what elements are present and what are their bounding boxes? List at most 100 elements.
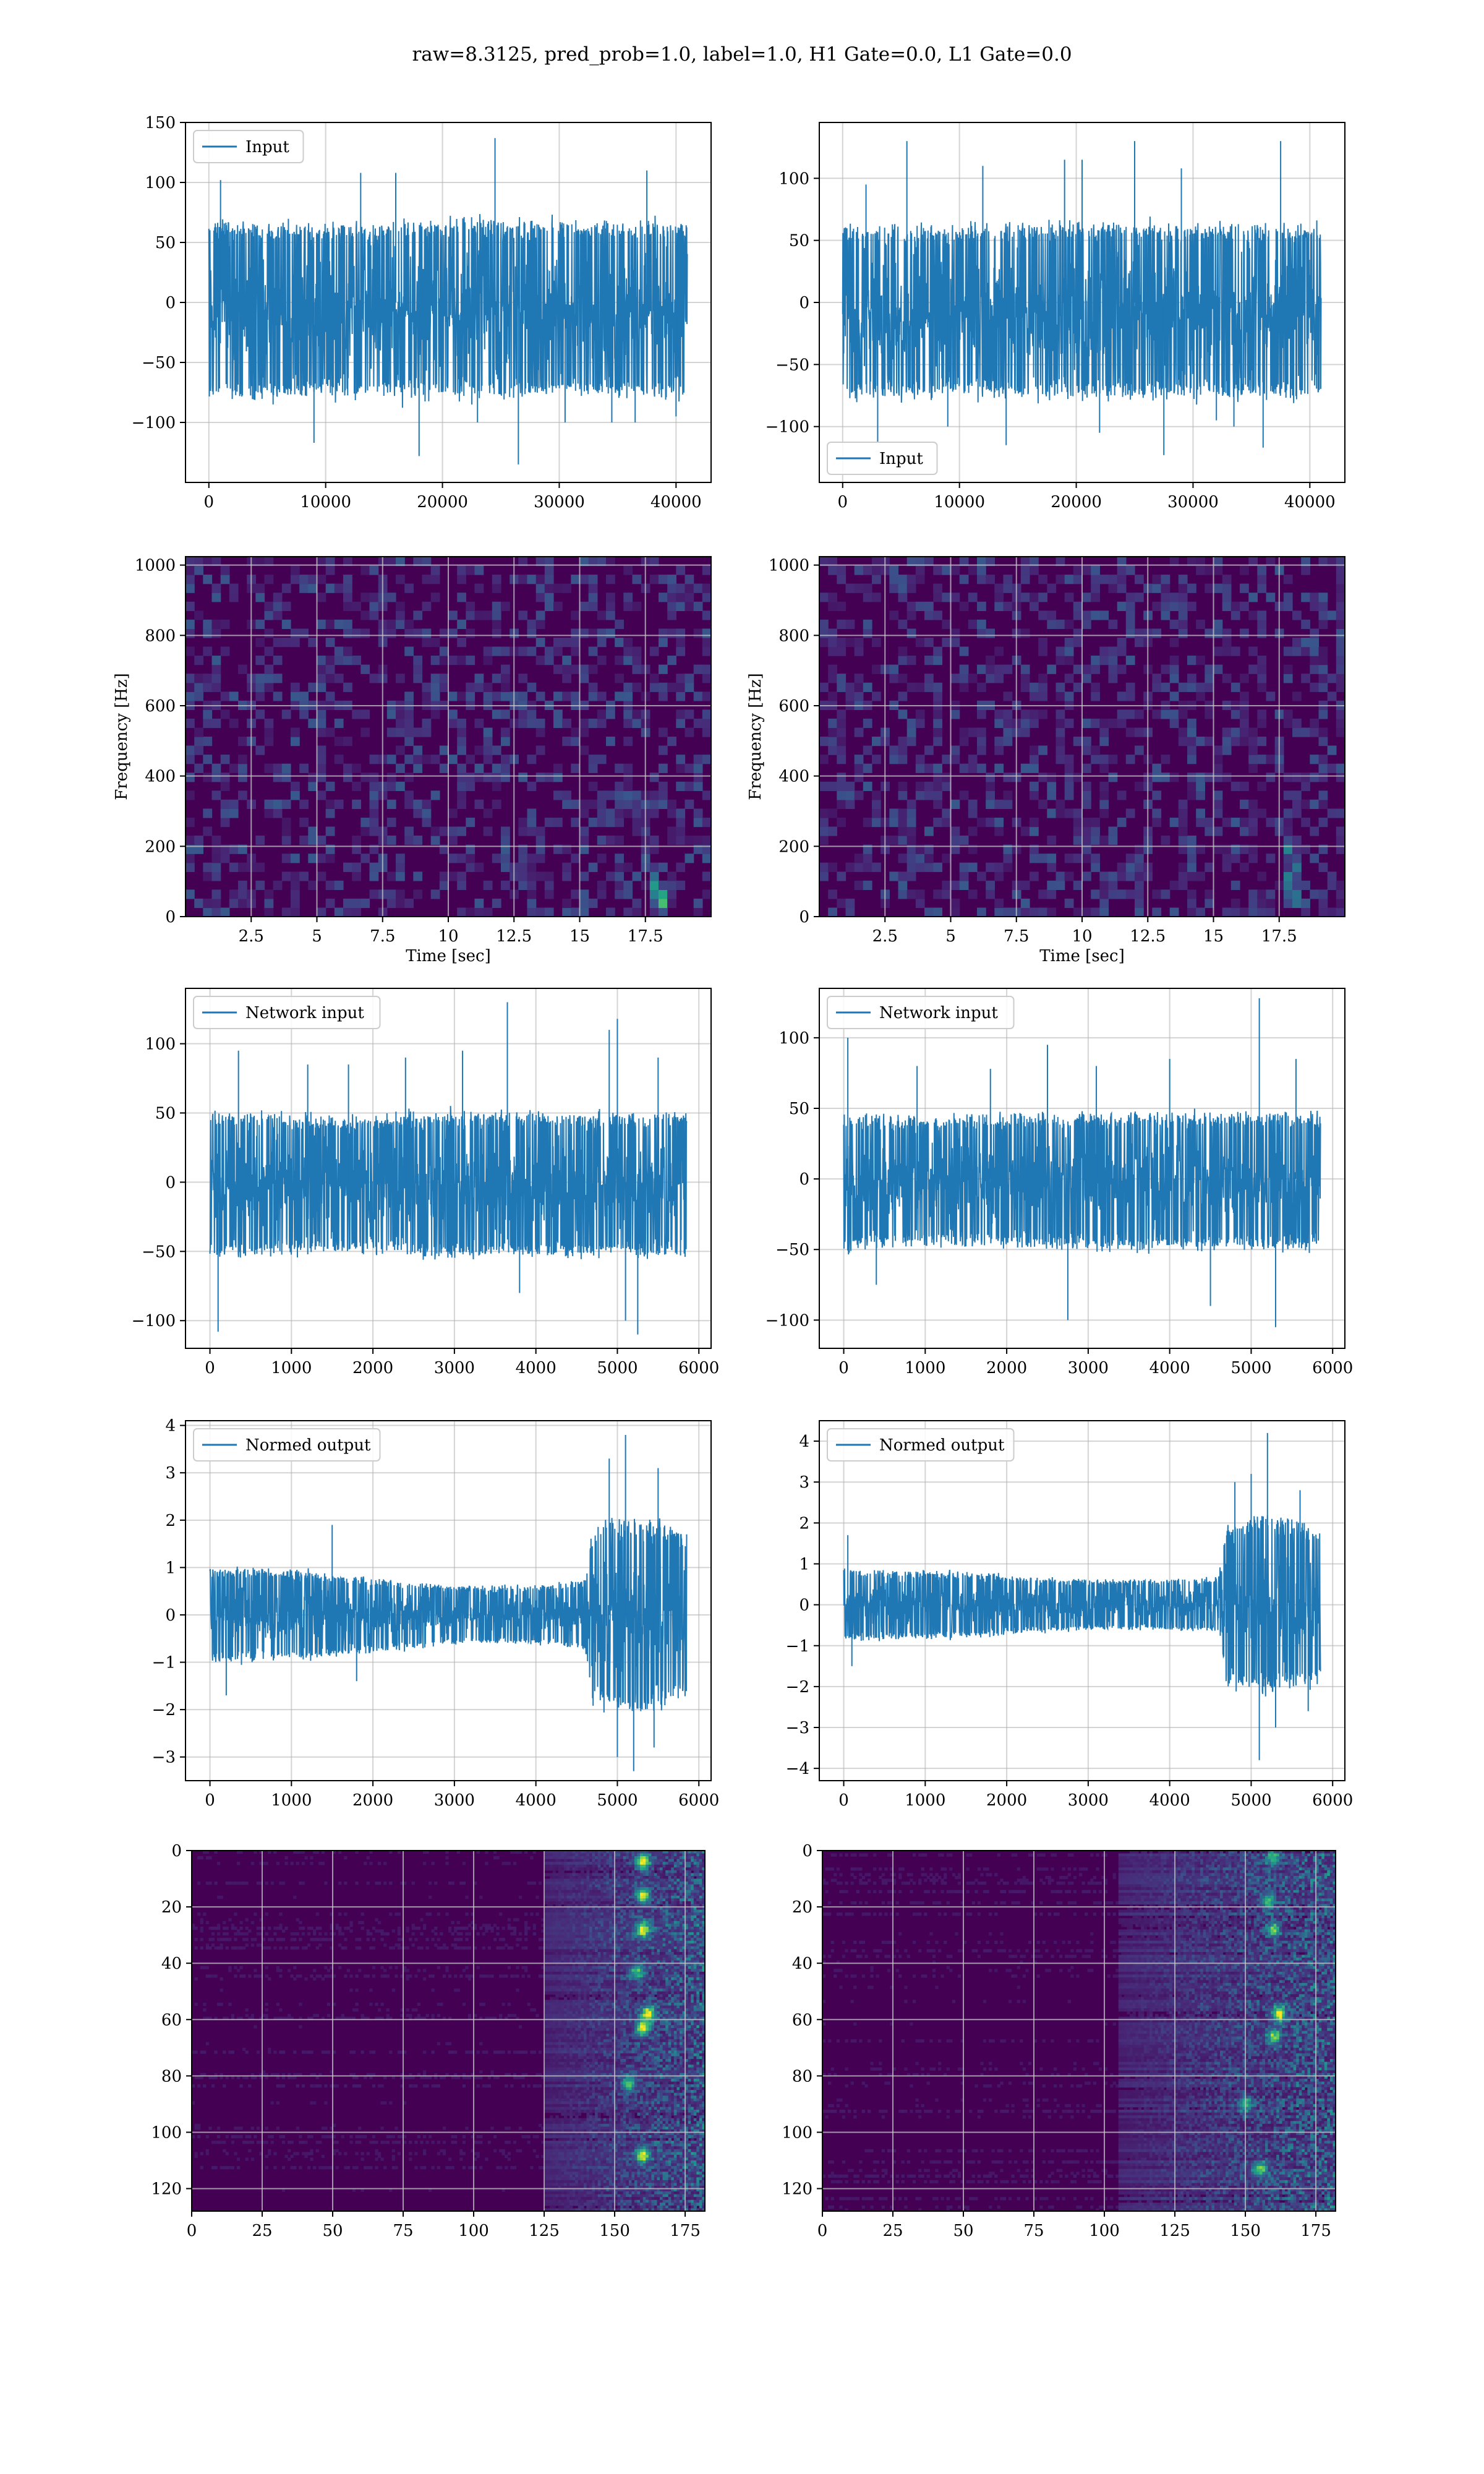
y-tick-label: −1 xyxy=(152,1654,176,1672)
x-tick-label: 40000 xyxy=(650,493,702,511)
x-tick-label: 3000 xyxy=(434,1791,475,1810)
x-tick-label: 15 xyxy=(569,927,590,946)
x-axis-label: Time [sec] xyxy=(1039,947,1125,965)
legend: Input xyxy=(193,130,304,163)
y-tick-label: 3 xyxy=(165,1464,176,1483)
y-tick-label: 600 xyxy=(778,697,809,716)
y-tick-label: −50 xyxy=(775,1241,809,1259)
y-tick-label: 1 xyxy=(799,1555,809,1573)
x-tick-label: 7.5 xyxy=(370,927,395,946)
y-tick-label: 100 xyxy=(782,2123,812,2142)
axes-frame xyxy=(819,1420,1345,1781)
legend-label: Normed output xyxy=(879,1436,1005,1455)
heatmap-cells xyxy=(822,1851,1336,2211)
x-tick-label: 6000 xyxy=(678,1359,719,1377)
x-tick-label: 10 xyxy=(438,927,458,946)
y-tick-label: 40 xyxy=(161,1954,182,1973)
x-tick-label: 0 xyxy=(838,1791,849,1810)
x-tick-label: 0 xyxy=(838,493,848,511)
x-tick-label: 2.5 xyxy=(239,927,264,946)
x-tick-label: 5 xyxy=(312,927,322,946)
x-tick-label: 3000 xyxy=(1068,1359,1109,1377)
x-tick-label: 12.5 xyxy=(496,927,532,946)
x-tick-label: 50 xyxy=(322,2222,343,2240)
y-tick-label: 50 xyxy=(789,232,809,250)
y-tick-label: −100 xyxy=(765,418,809,437)
y-tick-label: 0 xyxy=(799,1596,809,1615)
y-tick-label: 50 xyxy=(155,1104,176,1123)
waveform-spikes xyxy=(217,1002,659,1335)
y-tick-label: 0 xyxy=(799,294,809,312)
legend: Normed output xyxy=(193,1428,381,1462)
x-tick-label: 5000 xyxy=(1230,1791,1271,1810)
chart-row1-right: 0 10000 20000 30000 40000 −100 −50 0 50 100 Input xyxy=(765,122,1345,511)
x-tick-label: 25 xyxy=(252,2222,272,2240)
x-axis-label: Time [sec] xyxy=(406,947,491,965)
axes-frame xyxy=(185,988,712,1349)
x-tick-label: 2000 xyxy=(986,1359,1027,1377)
waveform-spikes xyxy=(220,138,677,464)
waveform-line xyxy=(843,1515,1321,1697)
y-tick-label: −2 xyxy=(152,1701,176,1719)
chart-row4-left: 0 1000 2000 3000 4000 5000 6000 −3 −2 −1 0 1 2 3 4 Norm… xyxy=(152,1417,720,1810)
y-tick-label: 4 xyxy=(165,1417,176,1436)
y-tick-label: −50 xyxy=(142,1243,176,1261)
waveform-line xyxy=(208,214,688,408)
x-tick-label: 0 xyxy=(838,1359,849,1377)
y-tick-label: 60 xyxy=(161,2011,182,2029)
heatmap-cells xyxy=(192,1851,705,2211)
x-tick-label: 5000 xyxy=(597,1359,638,1377)
y-tick-label: 0 xyxy=(165,1606,176,1625)
chart-row2-right: 2.5 5 7.5 10 12.5 15 17.5 0 200 400 600 800 1000 Time… xyxy=(746,556,1345,965)
y-tick-label: −100 xyxy=(132,414,176,432)
y-tick-label: 0 xyxy=(165,294,176,312)
y-tick-label: 20 xyxy=(792,1898,812,1917)
x-tick-label: 0 xyxy=(204,493,215,511)
x-tick-label: 1000 xyxy=(905,1791,945,1810)
waveform-line xyxy=(842,216,1322,405)
y-tick-label: 120 xyxy=(782,2180,812,2199)
x-tick-label: 40000 xyxy=(1284,493,1336,511)
y-tick-label: 200 xyxy=(778,837,809,856)
legend-label: Network input xyxy=(245,1004,364,1022)
y-tick-label: 100 xyxy=(145,1035,176,1054)
x-tick-label: 0 xyxy=(205,1791,215,1810)
x-tick-label: 4000 xyxy=(1149,1359,1190,1377)
axes-frame xyxy=(819,988,1345,1349)
chart-row3-left: 0 1000 2000 3000 4000 5000 6000 −100 −50 0 50 100 Ne… xyxy=(132,988,719,1377)
x-tick-label: 12.5 xyxy=(1130,927,1166,946)
y-tick-label: −3 xyxy=(786,1719,809,1737)
x-tick-label: 6000 xyxy=(1312,1359,1353,1377)
y-tick-label: 80 xyxy=(161,2067,182,2086)
x-tick-label: 2.5 xyxy=(872,927,898,946)
x-tick-label: 0 xyxy=(187,2222,197,2240)
y-tick-label: 80 xyxy=(792,2067,812,2086)
legend-label: Network input xyxy=(879,1004,998,1022)
y-tick-label: 50 xyxy=(789,1100,809,1118)
y-tick-label: 50 xyxy=(155,234,176,252)
x-tick-label: 15 xyxy=(1203,927,1224,946)
x-tick-label: 30000 xyxy=(534,493,585,511)
y-tick-label: 0 xyxy=(165,1173,176,1192)
x-tick-label: 1000 xyxy=(271,1359,312,1377)
y-tick-label: 400 xyxy=(145,768,176,786)
x-tick-label: 6000 xyxy=(678,1791,719,1810)
y-tick-label: 100 xyxy=(778,169,809,188)
x-tick-label: 125 xyxy=(1159,2222,1190,2240)
y-tick-label: 800 xyxy=(778,627,809,645)
axes-frame xyxy=(822,1850,1336,2212)
chart-row4-right: 0 1000 2000 3000 4000 5000 6000 −4 −3 −2 −1 0 1 2 3 4 No… xyxy=(786,1420,1353,1810)
x-tick-label: 10 xyxy=(1072,927,1092,946)
y-tick-label: 150 xyxy=(145,114,176,132)
y-tick-label: 800 xyxy=(145,627,176,645)
x-tick-label: 20000 xyxy=(417,493,468,511)
y-tick-label: 2 xyxy=(165,1512,176,1530)
y-tick-label: −50 xyxy=(775,356,809,374)
legend: Network input xyxy=(827,996,1015,1029)
y-tick-label: −100 xyxy=(765,1311,809,1330)
legend: Normed output xyxy=(827,1428,1015,1462)
y-axis-label: Frequency [Hz] xyxy=(113,673,131,800)
y-tick-label: 0 xyxy=(165,908,176,927)
chart-row3-right: 0 1000 2000 3000 4000 5000 6000 −100 −50 0 50 100 Ne… xyxy=(765,988,1353,1377)
y-tick-label: −2 xyxy=(786,1678,809,1697)
